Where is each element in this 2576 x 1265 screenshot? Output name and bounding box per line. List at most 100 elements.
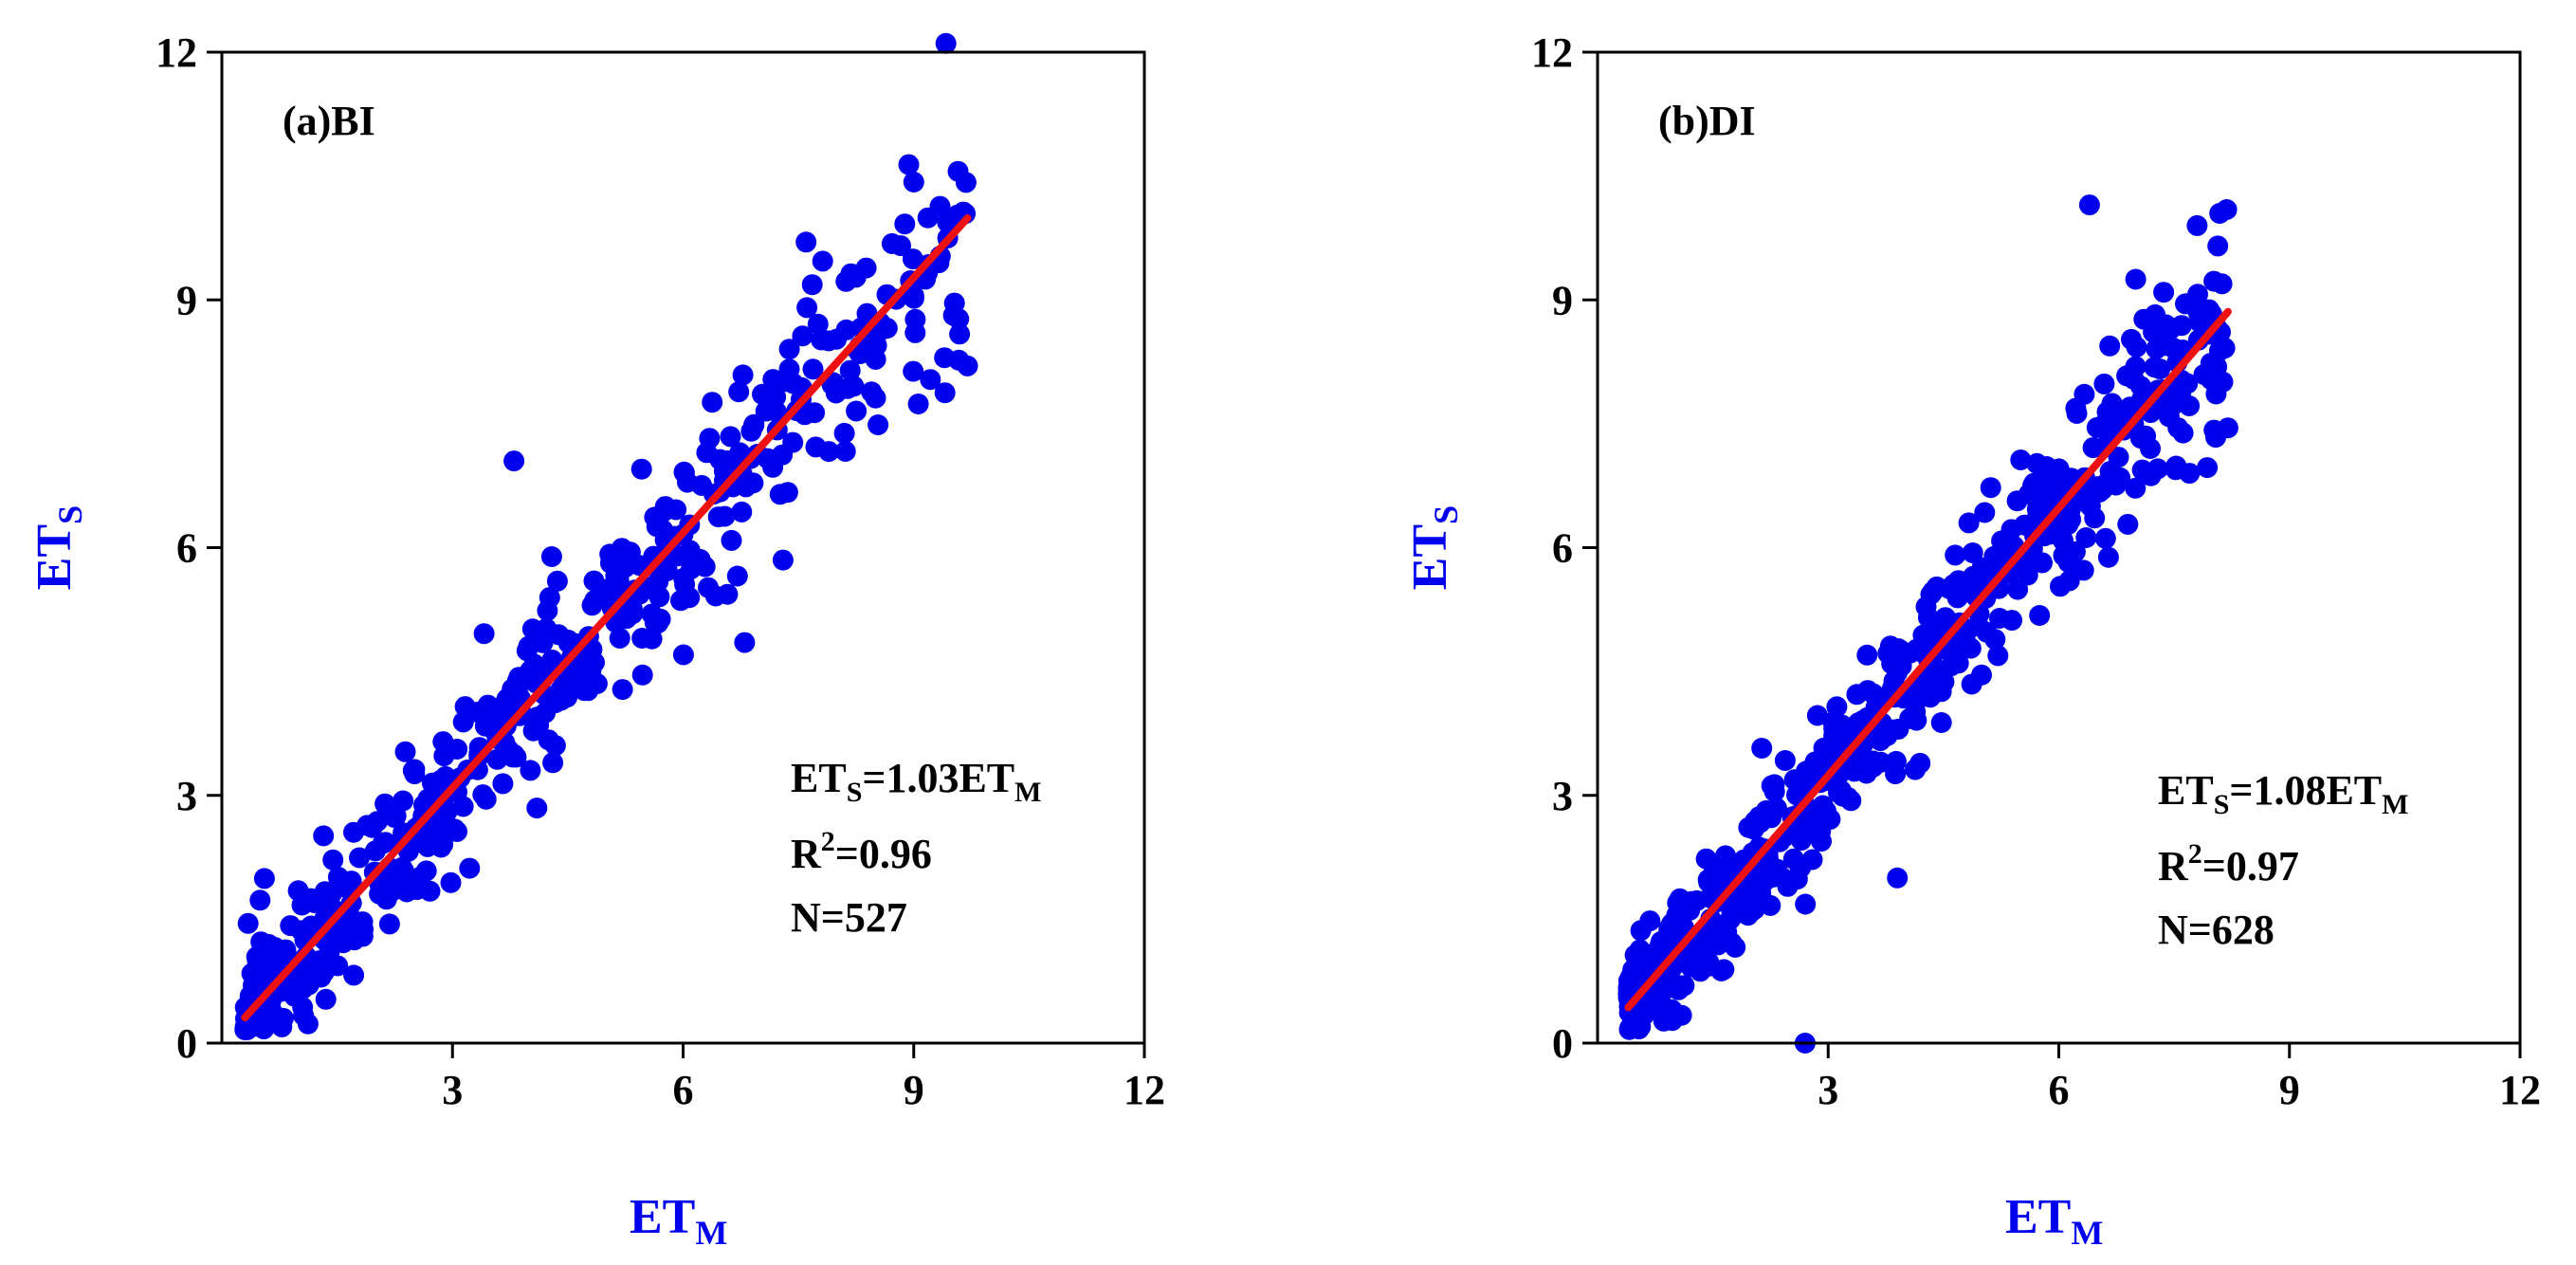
panel-a-data-point: [649, 586, 670, 608]
panel-b-data-point: [1706, 913, 1727, 935]
panel-b-data-point: [2058, 570, 2080, 592]
panel-a-data-point: [322, 849, 344, 871]
panel-a-data-point: [807, 313, 829, 335]
panel-b-x-tick-label: 12: [2499, 1067, 2541, 1113]
panel-a-data-point: [755, 385, 776, 407]
panel-a-data-point: [898, 154, 920, 175]
panel-a-data-point: [811, 329, 832, 351]
panel-b-y-tick-label: 6: [1552, 525, 1573, 572]
panel-a-data-point: [473, 623, 495, 645]
panel-b-data-point: [2084, 507, 2106, 529]
panel-a-data-point: [581, 595, 603, 616]
panel-b-y-tick-label: 0: [1552, 1020, 1573, 1067]
panel-b-data-point: [1930, 712, 1952, 733]
panel-a-ticks: 3 6 9 12 0 3 6 9 12: [155, 29, 1165, 1113]
panel-a-data-point: [865, 387, 886, 409]
panel-b-data-point: [2201, 369, 2222, 391]
panel-a-data-point: [459, 857, 481, 879]
panel-a-y-tick-label: 12: [155, 29, 197, 76]
panel-b-n-count: N=628: [2158, 907, 2275, 953]
panel-b-data-point: [1795, 893, 1817, 915]
panel-a-data-point: [314, 881, 336, 903]
panel-a-data-point: [352, 926, 374, 947]
panel-b-data-point: [2121, 328, 2142, 350]
panel-a-data-point: [349, 847, 370, 869]
panel-a-data-point: [778, 358, 800, 380]
panel-a: 3 6 9 12 0 3 6 9 12 (a)BI ETS=1.03ETM R2=0.96 N=…: [27, 29, 1165, 1252]
panel-b-y-axis-title: ETS: [1403, 505, 1465, 590]
panel-a-data-point: [249, 889, 271, 911]
panel-a-data-point: [929, 195, 951, 217]
panel-a-data-point: [740, 420, 762, 442]
panel-a-data-point: [419, 880, 441, 902]
panel-a-data-point: [280, 915, 301, 937]
panel-b-data-point: [2099, 335, 2121, 357]
panel-a-points: [234, 32, 978, 1040]
panel-b-data-point: [1715, 858, 1737, 880]
panel-b-data-point: [2001, 519, 2022, 541]
panel-b-x-axis-title: ETM: [2005, 1190, 2103, 1252]
panel-a-data-point: [734, 632, 756, 653]
panel-b-data-point: [1974, 502, 1996, 523]
panel-a-data-point: [315, 988, 337, 1010]
panel-b-data-point: [2078, 194, 2100, 216]
panel-b-data-point: [2074, 383, 2095, 405]
panel-b-data-point: [1625, 966, 1647, 988]
panel-a-data-point: [486, 748, 508, 770]
panel-a-data-point: [631, 664, 653, 686]
panel-b-y-tick-label: 3: [1552, 773, 1573, 819]
panel-a-data-point: [757, 448, 778, 469]
panel-a-data-point: [343, 964, 365, 986]
panel-a-data-point: [516, 640, 538, 662]
panel-a-data-point: [291, 973, 313, 995]
panel-a-data-point: [728, 381, 750, 403]
panel-a-data-point: [699, 428, 721, 449]
panel-b-data-point: [1738, 816, 1760, 838]
panel-b-r2: R2=0.97: [2158, 838, 2299, 889]
panel-a-data-point: [717, 583, 739, 605]
panel-b: 3 6 9 12 0 3 6 9 12 (b)DI ETS=1.08ETM R2=0.97 N=…: [1403, 29, 2541, 1252]
panel-a-data-point: [540, 546, 562, 567]
panel-a-data-point: [957, 355, 978, 376]
panel-b-data-point: [2199, 299, 2220, 321]
panel-a-data-point: [903, 172, 924, 192]
panel-b-data-point: [2029, 605, 2051, 626]
panel-b-data-point: [1666, 904, 1688, 926]
panel-a-data-point: [772, 549, 794, 571]
panel-a-y-tick-label: 0: [176, 1020, 197, 1067]
panel-b-data-point: [1856, 644, 1878, 666]
panel-b-data-point: [2130, 376, 2151, 397]
panel-a-label: (a)BI: [283, 98, 375, 144]
panel-b-data-point: [2153, 282, 2175, 303]
panel-a-data-point: [375, 832, 396, 853]
panel-a-equation: ETS=1.03ETM: [791, 755, 1042, 808]
panel-a-data-point: [934, 347, 956, 369]
panel-b-data-point: [1806, 705, 1828, 726]
panel-a-data-point: [801, 274, 823, 296]
panel-b-data-point: [1783, 769, 1805, 791]
panel-a-data-point: [949, 323, 971, 345]
panel-a-x-tick-label: 3: [442, 1067, 463, 1113]
panel-b-data-point: [1909, 636, 1931, 658]
panel-a-data-point: [792, 325, 813, 347]
panel-a-data-point: [894, 213, 916, 235]
panel-a-x-tick-label: 9: [904, 1067, 924, 1113]
panel-a-data-point: [440, 871, 462, 893]
panel-b-data-point: [1987, 645, 2009, 667]
panel-a-data-point: [934, 382, 956, 404]
panel-a-data-point: [505, 746, 527, 768]
panel-a-data-point: [385, 805, 407, 827]
panel-a-y-axis-title: ETS: [27, 505, 89, 590]
panel-b-data-point: [2010, 449, 2032, 470]
panel-a-data-point: [538, 729, 559, 751]
panel-a-data-point: [796, 297, 818, 319]
panel-b-data-point: [1695, 848, 1717, 870]
panel-a-data-point: [417, 835, 438, 857]
panel-a-data-point: [707, 506, 729, 528]
panel-a-data-point: [904, 308, 926, 330]
panel-b-data-point: [2097, 546, 2119, 568]
panel-b-data-point: [2093, 373, 2115, 394]
panel-a-x-tick-label: 6: [673, 1067, 694, 1113]
panel-a-data-point: [435, 802, 456, 824]
